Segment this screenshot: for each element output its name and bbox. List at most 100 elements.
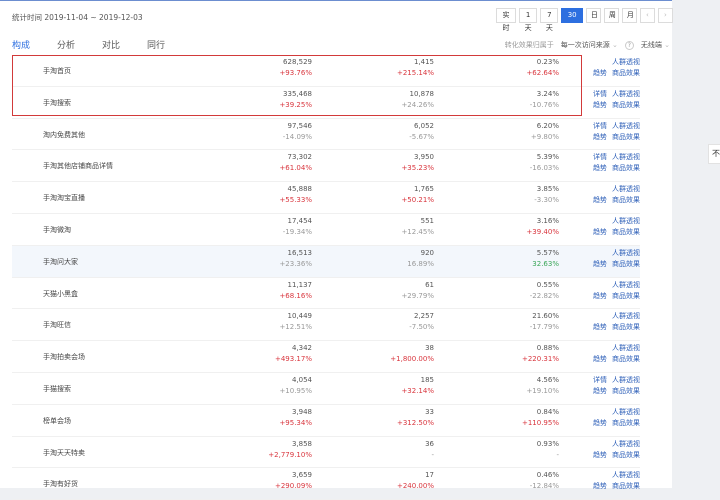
metric-cell-3: 3.16% +39.40%: [526, 216, 559, 238]
metric-cell-3: 4.56% +19.10%: [526, 375, 559, 397]
source-name[interactable]: 手淘天天特卖: [43, 448, 85, 457]
next-button[interactable]: ›: [657, 8, 673, 23]
source-name[interactable]: 手猫搜索: [43, 384, 71, 393]
crowd-link[interactable]: 人群透视: [612, 344, 640, 353]
source-name[interactable]: 手淘微淘: [43, 225, 71, 234]
crowd-link[interactable]: 人群透视: [612, 216, 640, 225]
help-icon[interactable]: ?: [624, 40, 634, 50]
goods-effect-link[interactable]: 商品效果: [612, 386, 640, 395]
trend-link[interactable]: 趋势: [593, 355, 607, 364]
metric-cell-1: 4,342 +493.17%: [275, 343, 312, 365]
goods-effect-link[interactable]: 商品效果: [612, 291, 640, 300]
crowd-link[interactable]: 人群透视: [612, 471, 640, 480]
table-row: 手淘其他店铺商品详情 73,302 +61.04% 3,950 +35.23% 5.39%…: [12, 150, 640, 183]
source-name[interactable]: 手淘其他店铺商品详情: [43, 162, 113, 171]
source-name[interactable]: 天猫小黑盒: [43, 289, 78, 298]
goods-effect-link[interactable]: 商品效果: [612, 196, 640, 205]
source-name[interactable]: 手淘问大家: [43, 257, 78, 266]
row-actions: 详情 人群透视 趋势 商品效果: [576, 375, 640, 397]
source-name[interactable]: 手淘拍卖会场: [43, 353, 85, 362]
source-name[interactable]: 手淘有好货: [43, 480, 78, 489]
crowd-link[interactable]: 人群透视: [612, 89, 640, 98]
detail-link[interactable]: 详情: [593, 375, 607, 384]
row-actions: 人群透视 趋势 商品效果: [576, 184, 640, 206]
crowd-link[interactable]: 人群透视: [612, 185, 640, 194]
goods-effect-link[interactable]: 商品效果: [612, 418, 640, 427]
time-button-6[interactable]: 月: [621, 8, 637, 23]
time-button-2[interactable]: 7天: [540, 8, 559, 32]
trend-link[interactable]: 趋势: [593, 323, 607, 332]
tab-0[interactable]: 构成: [12, 41, 31, 51]
row-actions: 人群透视 趋势 商品效果: [576, 280, 640, 302]
metric-value: 38: [425, 344, 434, 353]
trend-link[interactable]: 趋势: [593, 164, 607, 173]
crowd-link[interactable]: 人群透视: [612, 312, 640, 321]
prev-button[interactable]: ‹: [639, 8, 655, 23]
tab-1[interactable]: 分析: [57, 41, 76, 51]
crowd-link[interactable]: 人群透视: [612, 439, 640, 448]
trend-link[interactable]: 趋势: [593, 227, 607, 236]
crowd-link[interactable]: 人群透视: [612, 121, 640, 130]
metric-value: 920: [420, 248, 434, 257]
goods-effect-link[interactable]: 商品效果: [612, 259, 640, 268]
metric-value: 3.24%: [536, 89, 559, 98]
actions-line-2: 趋势 商品效果: [576, 481, 640, 492]
metric-change: +2,779.10%: [268, 450, 312, 459]
trend-link[interactable]: 趋势: [593, 100, 607, 109]
goods-effect-link[interactable]: 商品效果: [612, 132, 640, 141]
tab-2[interactable]: 对比: [102, 41, 121, 51]
metric-cell-1: 45,888 +55.33%: [279, 184, 312, 206]
source-name[interactable]: 手淘搜索: [43, 98, 71, 107]
detail-link[interactable]: 详情: [593, 153, 607, 162]
goods-effect-link[interactable]: 商品效果: [612, 100, 640, 109]
trend-link[interactable]: 趋势: [593, 196, 607, 205]
trend-link[interactable]: 趋势: [593, 450, 607, 459]
source-name[interactable]: 手淘淘宝直播: [43, 194, 85, 203]
time-button-0[interactable]: 实时: [496, 8, 517, 32]
crowd-link[interactable]: 人群透视: [612, 280, 640, 289]
actions-line-2: 趋势 商品效果: [576, 354, 640, 365]
trend-link[interactable]: 趋势: [593, 69, 607, 77]
crowd-link[interactable]: 人群透视: [612, 375, 640, 384]
crowd-link[interactable]: 人群透视: [612, 153, 640, 162]
source-name[interactable]: 手淘首页: [43, 67, 71, 75]
trend-link[interactable]: 趋势: [593, 259, 607, 268]
actions-line-1: 详情 人群透视: [576, 152, 640, 163]
detail-link[interactable]: 详情: [593, 121, 607, 130]
goods-effect-link[interactable]: 商品效果: [612, 227, 640, 236]
metric-value: 73,302: [287, 153, 313, 162]
crowd-link[interactable]: 人群透视: [612, 248, 640, 257]
actions-line-1: 人群透视: [576, 439, 640, 450]
attribution-select[interactable]: 每一次访问来源 ⌄: [561, 40, 618, 50]
time-button-3[interactable]: 30天: [561, 8, 583, 32]
trend-link[interactable]: 趋势: [593, 482, 607, 491]
goods-effect-link[interactable]: 商品效果: [612, 69, 640, 77]
table-row: 淘内免费其他 97,546 -14.09% 6,052 -5.67% 6.20% +9.80…: [12, 119, 640, 151]
source-name[interactable]: 淘内免费其他: [43, 130, 85, 139]
time-button-1[interactable]: 1天: [519, 8, 538, 32]
trend-link[interactable]: 趋势: [593, 132, 607, 141]
table-row: 榜单会场 3,948 +95.34% 33 +312.50% 0.84% +110.95% 人…: [12, 405, 640, 437]
metric-change: -3.30%: [534, 196, 559, 205]
detail-link[interactable]: 详情: [593, 89, 607, 98]
trend-link[interactable]: 趋势: [593, 291, 607, 300]
trend-link[interactable]: 趋势: [593, 418, 607, 427]
source-name[interactable]: 手淘旺信: [43, 321, 71, 330]
metric-change: -14.09%: [282, 132, 312, 141]
crowd-link[interactable]: 人群透视: [612, 407, 640, 416]
metric-change: 32.63%: [532, 259, 559, 268]
device-select[interactable]: 无线端 ⌄: [641, 40, 670, 50]
time-button-4[interactable]: 日: [585, 8, 601, 23]
goods-effect-link[interactable]: 商品效果: [612, 355, 640, 364]
goods-effect-link[interactable]: 商品效果: [612, 323, 640, 332]
goods-effect-link[interactable]: 商品效果: [612, 482, 640, 491]
metric-value: 628,529: [283, 58, 312, 66]
side-tab[interactable]: 不: [708, 144, 720, 164]
trend-link[interactable]: 趋势: [593, 386, 607, 395]
tab-3[interactable]: 同行: [147, 41, 166, 51]
crowd-link[interactable]: 人群透视: [612, 58, 640, 66]
source-name[interactable]: 榜单会场: [43, 416, 71, 425]
goods-effect-link[interactable]: 商品效果: [612, 164, 640, 173]
goods-effect-link[interactable]: 商品效果: [612, 450, 640, 459]
time-button-5[interactable]: 周: [603, 8, 619, 23]
